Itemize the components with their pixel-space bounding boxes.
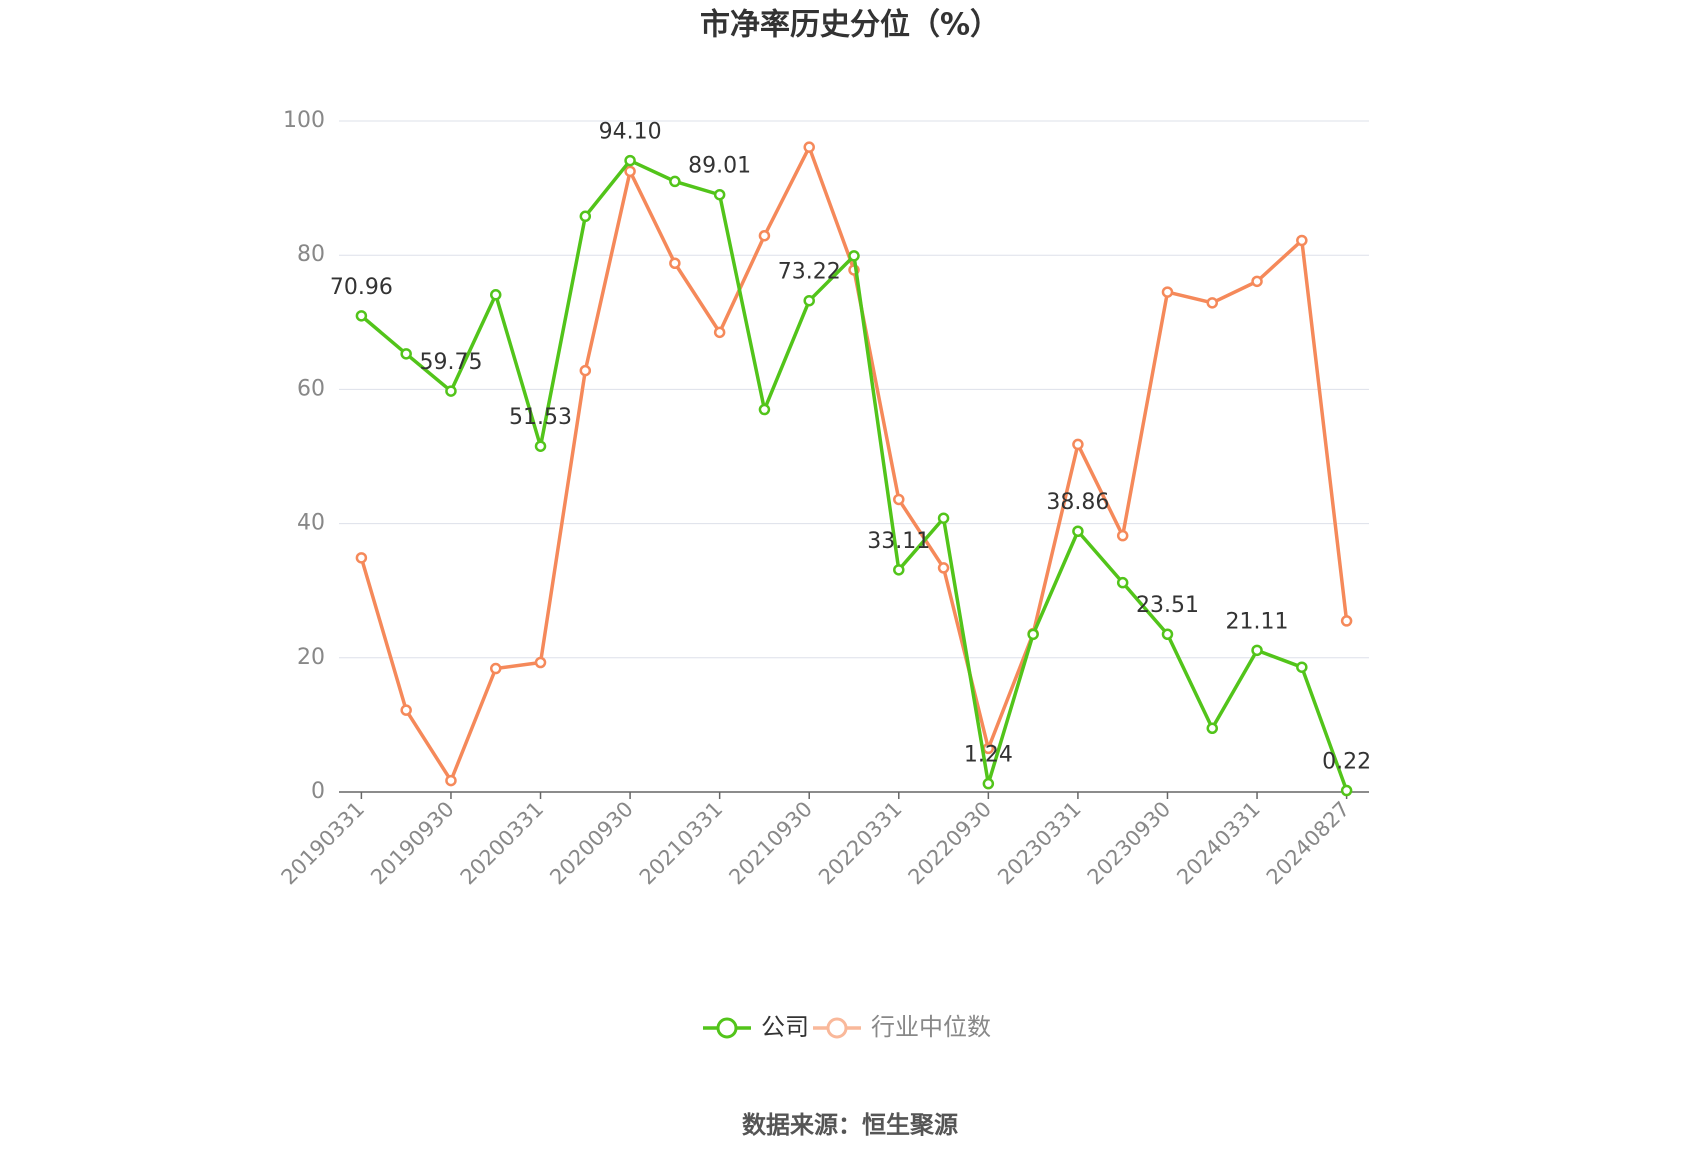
data-label: 33.11 <box>867 529 930 554</box>
data-point <box>1251 644 1263 657</box>
data-point <box>489 289 502 301</box>
data-label: 59.75 <box>419 350 482 375</box>
data-point <box>534 656 547 669</box>
series-line <box>359 145 1349 783</box>
data-point <box>803 294 815 307</box>
data-point <box>624 165 636 178</box>
data-point <box>1116 529 1129 542</box>
data-point <box>489 662 502 675</box>
data-label: 89.01 <box>688 154 751 179</box>
data-point <box>445 774 457 787</box>
data-point <box>1072 525 1084 537</box>
legend-label: 公司 <box>761 1013 809 1041</box>
data-point <box>669 175 681 188</box>
y-tick-label: 100 <box>283 108 325 133</box>
data-point <box>1296 234 1308 247</box>
data-point <box>937 562 950 574</box>
y-tick-label: 0 <box>311 779 325 804</box>
x-tick-label: 20220930 <box>904 797 997 890</box>
legend-item: 行业中位数 <box>813 1013 991 1041</box>
data-point <box>1206 297 1219 309</box>
x-tick-label: 20230331 <box>993 797 1086 890</box>
data-label: 51.53 <box>509 405 572 430</box>
data-point <box>1340 784 1353 797</box>
x-tick-label: 20190331 <box>277 797 370 890</box>
data-label: 70.96 <box>330 275 393 300</box>
data-point <box>713 326 726 339</box>
data-point <box>579 210 592 223</box>
data-point <box>1116 576 1129 589</box>
data-point <box>1072 438 1084 451</box>
data-label: 0.22 <box>1322 750 1371 775</box>
data-point <box>1296 661 1308 673</box>
data-label: 73.22 <box>778 260 841 285</box>
x-tick-label: 20190930 <box>366 797 459 890</box>
data-point <box>1340 615 1353 627</box>
legend-item: 公司 <box>703 1013 809 1041</box>
data-point <box>1161 628 1174 640</box>
data-point <box>982 777 995 790</box>
y-tick-label: 60 <box>297 376 325 401</box>
data-point <box>893 564 905 576</box>
x-tick-label: 20200331 <box>456 797 549 890</box>
data-point <box>624 154 636 167</box>
data-point <box>669 257 681 270</box>
data-point <box>355 310 368 322</box>
chart-title: 市净率历史分位（%） <box>700 8 1000 43</box>
data-point <box>579 364 592 377</box>
x-tick-label: 20210930 <box>724 797 817 890</box>
x-tick-label: 20220331 <box>814 797 907 890</box>
y-tick-label: 80 <box>297 242 325 267</box>
data-point <box>1161 286 1174 298</box>
x-tick-label: 20210331 <box>635 797 728 890</box>
data-point <box>1027 628 1039 641</box>
data-point <box>445 385 457 397</box>
data-point <box>803 141 815 153</box>
legend-marker <box>716 1017 738 1039</box>
legend-marker <box>826 1017 848 1039</box>
data-label: 1.24 <box>964 743 1013 768</box>
data-point <box>758 229 771 242</box>
x-tick-label: 20200930 <box>545 797 638 890</box>
data-label: 94.10 <box>599 120 662 145</box>
data-point <box>400 704 412 716</box>
x-tick-label: 20230930 <box>1083 797 1176 890</box>
y-tick-label: 20 <box>297 645 325 670</box>
data-point <box>1251 275 1263 288</box>
x-tick-label: 20240331 <box>1172 797 1265 890</box>
data-point <box>848 250 860 262</box>
data-point <box>758 403 771 416</box>
data-label: 38.86 <box>1046 490 1109 515</box>
data-label: 21.11 <box>1226 609 1289 634</box>
data-point <box>534 440 547 452</box>
data-point <box>355 552 368 564</box>
legend-label: 行业中位数 <box>871 1013 991 1041</box>
data-label: 23.51 <box>1136 593 1199 618</box>
data-point <box>893 493 905 506</box>
data-point <box>1206 722 1219 735</box>
y-tick-label: 40 <box>297 511 325 536</box>
data-point <box>400 348 412 360</box>
data-point <box>937 512 950 524</box>
data-point <box>713 188 726 201</box>
x-tick-label: 20240827 <box>1262 797 1355 890</box>
source: 数据来源：恒生聚源 <box>742 1111 958 1139</box>
